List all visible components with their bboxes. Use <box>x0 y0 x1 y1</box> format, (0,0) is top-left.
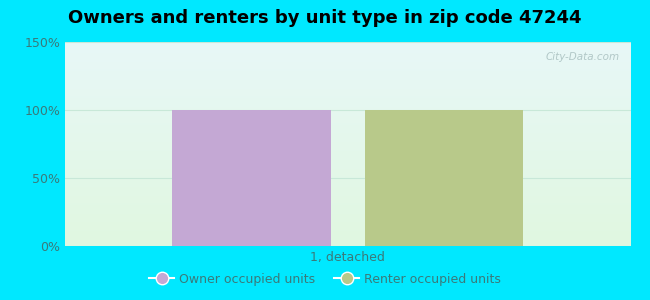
Bar <box>172 110 331 246</box>
Text: Owners and renters by unit type in zip code 47244: Owners and renters by unit type in zip c… <box>68 9 582 27</box>
Legend: Owner occupied units, Renter occupied units: Owner occupied units, Renter occupied un… <box>144 268 506 291</box>
Text: City-Data.com: City-Data.com <box>545 52 619 62</box>
Bar <box>365 110 523 246</box>
